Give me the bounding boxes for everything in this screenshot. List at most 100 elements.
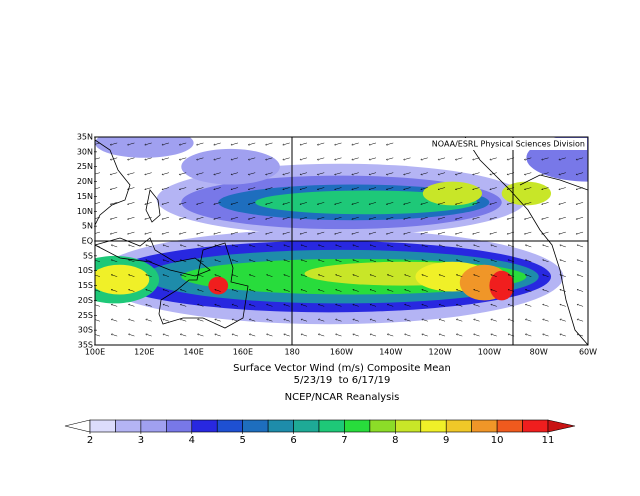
wind-arrow: [369, 202, 377, 204]
wind-arrow: [95, 319, 101, 322]
wind-arrow: [386, 142, 394, 145]
wind-arrow: [335, 187, 342, 190]
wind-arrow: [560, 304, 566, 307]
wind-arrow: [421, 172, 428, 175]
wind-arrow: [127, 172, 135, 175]
wind-arrow: [179, 172, 187, 175]
wind-arrow: [196, 142, 204, 145]
wind-arrow: [542, 172, 549, 175]
wind-arrow: [474, 304, 480, 307]
wind-arrow: [265, 172, 273, 175]
wind-arrow: [283, 157, 290, 160]
wind-arrow: [318, 304, 325, 307]
lon-label: 140E: [183, 348, 203, 357]
wind-arrow: [248, 202, 256, 204]
wind-arrow: [490, 157, 497, 160]
colorbar-label: 3: [138, 435, 144, 446]
wind-arrow: [95, 245, 101, 248]
wind-arrow: [491, 290, 497, 292]
wind-arrow: [542, 157, 549, 160]
wind-arrow: [231, 187, 239, 190]
wind-arrow: [404, 202, 411, 204]
colorbar-bin: [471, 419, 498, 433]
wind-arrow: [197, 319, 204, 322]
colorbar-label: 5: [239, 435, 245, 446]
wind-arrow: [214, 142, 221, 145]
speed-contour: [501, 181, 552, 206]
wind-arrow: [95, 260, 101, 263]
wind-arrow: [265, 231, 273, 234]
wind-arrow: [301, 275, 308, 277]
wind-arrow: [405, 245, 411, 248]
wind-arrow: [369, 231, 377, 234]
wind-arrow: [300, 202, 308, 204]
wind-arrow: [180, 304, 187, 307]
wind-arrow: [95, 157, 100, 160]
colorbar-bin: [166, 419, 193, 433]
wind-arrow: [473, 202, 480, 204]
colorbar-bin: [522, 419, 549, 433]
wind-arrow: [335, 216, 342, 219]
wind-arrow: [284, 245, 290, 248]
wind-arrow: [110, 157, 118, 160]
wind-arrow: [543, 275, 549, 277]
wind-arrow: [145, 216, 152, 219]
lon-label: 140W: [379, 348, 402, 357]
wind-arrow: [491, 260, 497, 263]
wind-arrow: [128, 334, 135, 337]
wind-arrow: [439, 260, 446, 263]
wind-arrow: [524, 202, 532, 204]
wind-arrow: [386, 231, 394, 234]
wind-arrow: [335, 202, 342, 204]
wind-arrow: [387, 334, 394, 337]
lat-label: 25S: [78, 311, 93, 320]
wind-arrow: [145, 187, 152, 190]
wind-arrow: [576, 157, 584, 160]
lat-label: 15N: [77, 192, 93, 201]
wind-arrow: [576, 202, 584, 204]
wind-arrow: [524, 231, 532, 234]
wind-arrow: [456, 260, 463, 263]
lat-label: 10N: [77, 207, 93, 216]
wind-arrow: [524, 157, 532, 160]
wind-arrow: [369, 157, 377, 160]
wind-arrow: [559, 157, 566, 160]
wind-arrow: [456, 290, 463, 292]
wind-arrow: [439, 275, 446, 277]
wind-arrow: [491, 304, 497, 307]
lon-label: 100W: [478, 348, 501, 357]
wind-arrow: [473, 216, 480, 219]
wind-arrow: [474, 334, 480, 337]
wind-arrow: [560, 319, 566, 322]
wind-arrow: [336, 245, 342, 248]
wind-arrow: [404, 187, 411, 190]
wind-arrow: [128, 275, 135, 277]
wind-arrow: [543, 245, 549, 248]
dates: 5/23/19 to 6/17/19: [294, 375, 391, 386]
wind-arrow: [404, 172, 411, 175]
wind-arrow: [422, 319, 428, 322]
lat-label: 35N: [77, 133, 93, 142]
wind-arrow: [387, 245, 394, 248]
wind-arrow: [110, 172, 118, 175]
wind-arrow: [128, 304, 135, 307]
wind-arrow: [162, 187, 170, 190]
wind-arrow: [560, 334, 566, 337]
wind-arrow: [301, 260, 308, 263]
wind-arrow: [111, 245, 118, 248]
wind-arrow: [127, 202, 135, 204]
wind-arrow: [283, 172, 290, 175]
wind-arrow: [405, 275, 411, 277]
wind-arrow: [111, 290, 118, 292]
wind-arrow: [455, 216, 463, 219]
speed-contour: [95, 264, 150, 295]
wind-arrow: [559, 231, 566, 234]
wind-arrow: [370, 290, 377, 292]
wind-arrow: [370, 334, 377, 337]
wind-arrow: [145, 157, 152, 160]
wind-arrow: [215, 334, 221, 337]
colorbar: 2 3 4 5 6 7 8 9 10 11: [64, 419, 576, 446]
wind-arrow: [353, 319, 359, 322]
wind-arrow: [231, 231, 239, 234]
wind-arrow: [577, 245, 584, 248]
